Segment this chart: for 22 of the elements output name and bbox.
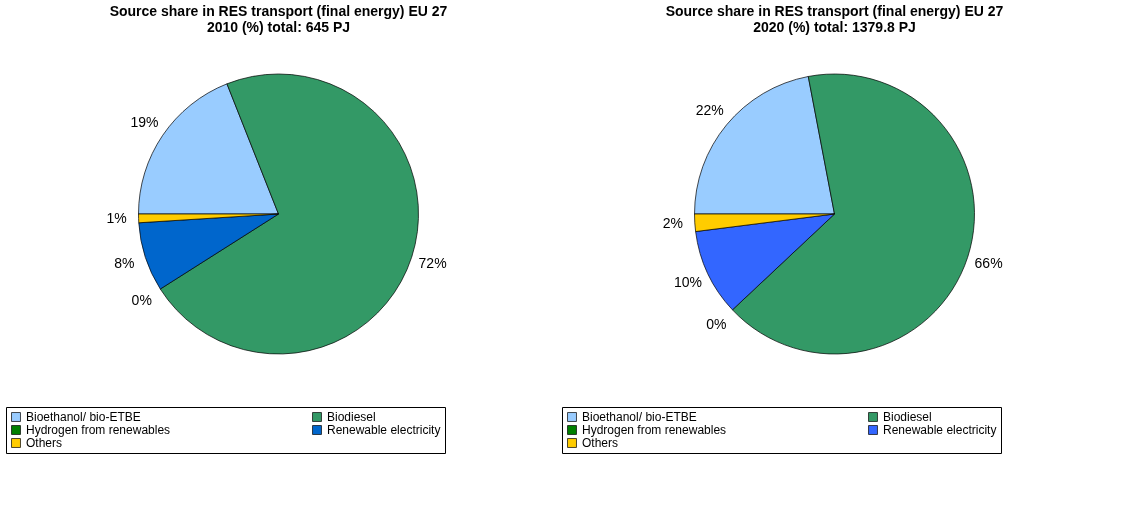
legend-label: Bioethanol/ bio-ETBE <box>26 410 141 424</box>
data-label: 2% <box>662 215 683 232</box>
data-label: 22% <box>695 101 724 118</box>
data-label: 72% <box>418 255 447 272</box>
text: 0% <box>131 291 152 308</box>
legend-label: Biodiesel <box>327 410 376 424</box>
legend-label: Biodiesel <box>883 410 932 424</box>
chart-title: Source share in RES transport (final energy) EU 27 2010 (%) total: 645 PJ <box>109 3 448 35</box>
legend-label: Renewable electricity <box>327 423 441 437</box>
data-label: 10% <box>673 273 702 290</box>
legend-label: Others <box>582 436 619 450</box>
legend-label: Hydrogen from renewables <box>582 423 727 437</box>
legend-label: Bioethanol/ bio-ETBE <box>582 410 697 424</box>
text: 0% <box>706 315 727 332</box>
legend-label: Others <box>26 436 63 450</box>
data-label: 66% <box>974 255 1003 272</box>
legend-label: Renewable electricity <box>883 423 997 437</box>
data-label: 8% <box>114 255 135 272</box>
data-label: 1% <box>106 210 127 227</box>
data-label: 19% <box>130 113 159 130</box>
chart-title: Source share in RES transport (final energy) EU 27 2020 (%) total: 1379.8 PJ <box>665 3 1004 35</box>
legend-label: Hydrogen from renewables <box>26 423 171 437</box>
